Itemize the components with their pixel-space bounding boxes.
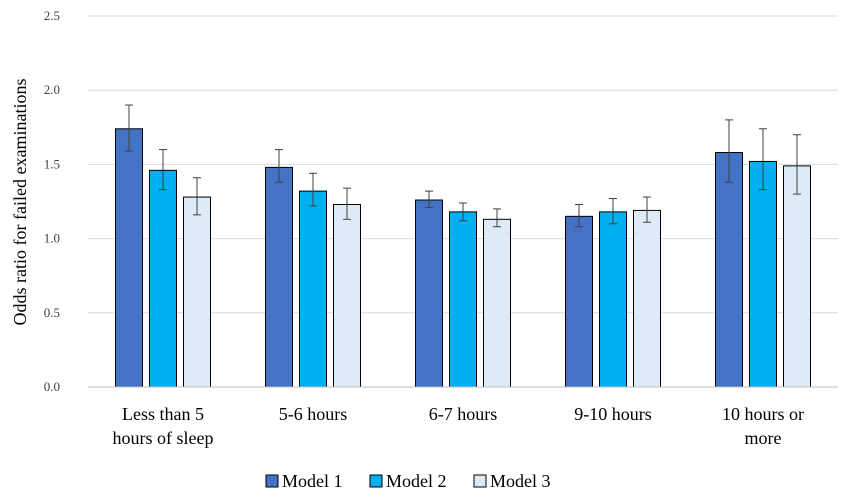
x-category-label: more: [745, 428, 782, 448]
bar-model-3: [484, 219, 511, 387]
bar-model-2: [600, 212, 627, 387]
error-bars: [125, 105, 801, 227]
bar-model-2: [150, 170, 177, 387]
bar-model-2: [450, 212, 477, 387]
y-tick-label: 0.0: [44, 379, 60, 394]
bar-model-1: [416, 200, 443, 387]
legend-item: Model 1: [266, 471, 343, 491]
bar-model-2: [750, 161, 777, 387]
bars: [116, 129, 811, 387]
legend-label: Model 3: [490, 471, 551, 491]
x-category-label: Less than 5: [122, 404, 204, 424]
bar-model-3: [334, 204, 361, 387]
bar-model-1: [116, 129, 143, 387]
x-category-label: hours of sleep: [113, 428, 214, 448]
x-category-label: 5-6 hours: [279, 404, 348, 424]
bar-model-2: [300, 191, 327, 387]
y-tick-label: 2.0: [44, 82, 60, 97]
legend: Model 1 Model 2 Model 3: [266, 471, 551, 491]
y-tick-label: 2.5: [44, 8, 60, 23]
y-tick-label: 1.0: [44, 231, 60, 246]
bar-model-1: [566, 216, 593, 387]
x-axis-categories: Less than 5 hours of sleep 5-6 hours 6-7 ho…: [113, 404, 804, 448]
legend-item: Model 2: [370, 471, 447, 491]
bar-model-3: [634, 210, 661, 387]
bar-model-1: [266, 167, 293, 387]
legend-label: Model 1: [282, 471, 343, 491]
x-category-label: 6-7 hours: [429, 404, 498, 424]
bar-model-1: [716, 153, 743, 387]
legend-label: Model 2: [386, 471, 447, 491]
legend-swatch: [474, 475, 486, 487]
legend-swatch: [370, 475, 382, 487]
legend-swatch: [266, 475, 278, 487]
y-tick-label: 0.5: [44, 305, 60, 320]
y-axis-ticks: 0.0 0.5 1.0 1.5 2.0 2.5: [44, 8, 60, 394]
bar-model-3: [184, 197, 211, 387]
bar-model-3: [784, 166, 811, 387]
x-category-label: 10 hours or: [722, 404, 804, 424]
y-tick-label: 1.5: [44, 156, 60, 171]
legend-item: Model 3: [474, 471, 551, 491]
x-category-label: 9-10 hours: [574, 404, 652, 424]
y-axis-title: Odds ratio for failed examinations: [10, 79, 30, 326]
